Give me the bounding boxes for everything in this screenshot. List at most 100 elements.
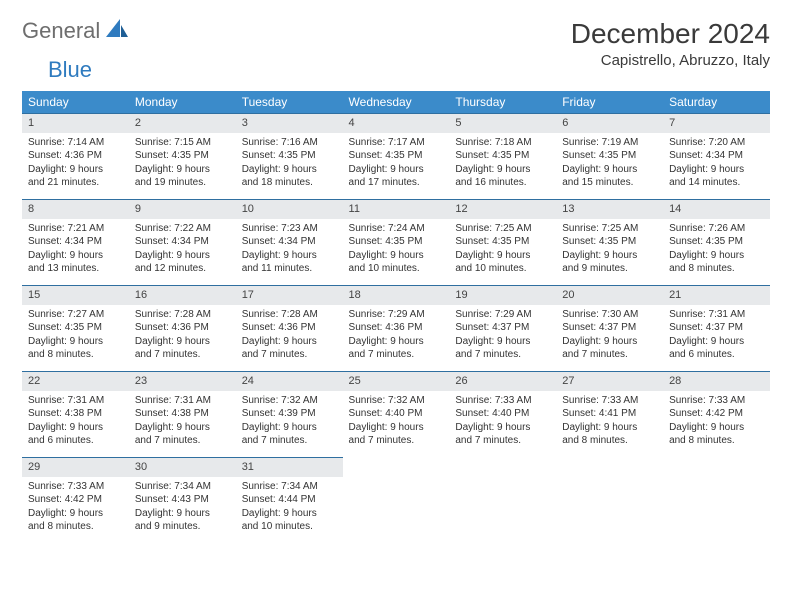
- day-number: 9: [129, 200, 236, 219]
- calendar-cell: 22Sunrise: 7:31 AMSunset: 4:38 PMDayligh…: [22, 372, 129, 458]
- day-sunrise: Sunrise: 7:28 AM: [135, 308, 230, 322]
- day-dl2: and 6 minutes.: [28, 434, 123, 448]
- sail-icon: [106, 19, 128, 44]
- day-number: 15: [22, 286, 129, 305]
- day-header: Saturday: [663, 91, 770, 114]
- day-dl1: Daylight: 9 hours: [669, 335, 764, 349]
- day-number: 19: [449, 286, 556, 305]
- day-details: Sunrise: 7:15 AMSunset: 4:35 PMDaylight:…: [129, 133, 236, 198]
- calendar-cell: 1Sunrise: 7:14 AMSunset: 4:36 PMDaylight…: [22, 114, 129, 200]
- day-number: 31: [236, 458, 343, 477]
- day-dl2: and 15 minutes.: [562, 176, 657, 190]
- calendar-cell: 4Sunrise: 7:17 AMSunset: 4:35 PMDaylight…: [343, 114, 450, 200]
- day-sunset: Sunset: 4:40 PM: [455, 407, 550, 421]
- day-sunrise: Sunrise: 7:16 AM: [242, 136, 337, 150]
- day-sunrise: Sunrise: 7:33 AM: [562, 394, 657, 408]
- day-sunrise: Sunrise: 7:31 AM: [28, 394, 123, 408]
- day-dl1: Daylight: 9 hours: [669, 421, 764, 435]
- calendar-week-row: 8Sunrise: 7:21 AMSunset: 4:34 PMDaylight…: [22, 200, 770, 286]
- day-sunrise: Sunrise: 7:15 AM: [135, 136, 230, 150]
- calendar-cell: 31Sunrise: 7:34 AMSunset: 4:44 PMDayligh…: [236, 458, 343, 544]
- day-sunrise: Sunrise: 7:20 AM: [669, 136, 764, 150]
- day-sunrise: Sunrise: 7:26 AM: [669, 222, 764, 236]
- day-dl2: and 7 minutes.: [349, 348, 444, 362]
- day-details: Sunrise: 7:33 AMSunset: 4:41 PMDaylight:…: [556, 391, 663, 456]
- day-sunrise: Sunrise: 7:25 AM: [562, 222, 657, 236]
- day-sunset: Sunset: 4:35 PM: [242, 149, 337, 163]
- day-sunset: Sunset: 4:36 PM: [349, 321, 444, 335]
- day-sunrise: Sunrise: 7:18 AM: [455, 136, 550, 150]
- day-dl2: and 13 minutes.: [28, 262, 123, 276]
- day-sunrise: Sunrise: 7:34 AM: [242, 480, 337, 494]
- day-sunset: Sunset: 4:34 PM: [669, 149, 764, 163]
- day-details: Sunrise: 7:27 AMSunset: 4:35 PMDaylight:…: [22, 305, 129, 370]
- day-details: Sunrise: 7:31 AMSunset: 4:38 PMDaylight:…: [129, 391, 236, 456]
- calendar-cell: 5Sunrise: 7:18 AMSunset: 4:35 PMDaylight…: [449, 114, 556, 200]
- day-sunset: Sunset: 4:35 PM: [562, 235, 657, 249]
- day-sunrise: Sunrise: 7:31 AM: [669, 308, 764, 322]
- day-sunrise: Sunrise: 7:21 AM: [28, 222, 123, 236]
- day-details: Sunrise: 7:34 AMSunset: 4:44 PMDaylight:…: [236, 477, 343, 542]
- day-sunset: Sunset: 4:37 PM: [669, 321, 764, 335]
- day-details: Sunrise: 7:33 AMSunset: 4:42 PMDaylight:…: [22, 477, 129, 542]
- day-details: Sunrise: 7:31 AMSunset: 4:37 PMDaylight:…: [663, 305, 770, 370]
- day-dl1: Daylight: 9 hours: [349, 163, 444, 177]
- day-details: Sunrise: 7:16 AMSunset: 4:35 PMDaylight:…: [236, 133, 343, 198]
- day-details: Sunrise: 7:29 AMSunset: 4:36 PMDaylight:…: [343, 305, 450, 370]
- day-sunset: Sunset: 4:36 PM: [28, 149, 123, 163]
- day-dl2: and 8 minutes.: [562, 434, 657, 448]
- calendar-cell: 26Sunrise: 7:33 AMSunset: 4:40 PMDayligh…: [449, 372, 556, 458]
- day-details: Sunrise: 7:32 AMSunset: 4:40 PMDaylight:…: [343, 391, 450, 456]
- day-header: Monday: [129, 91, 236, 114]
- day-number: 10: [236, 200, 343, 219]
- day-number: 4: [343, 114, 450, 133]
- calendar-week-row: 22Sunrise: 7:31 AMSunset: 4:38 PMDayligh…: [22, 372, 770, 458]
- day-sunset: Sunset: 4:35 PM: [455, 149, 550, 163]
- day-dl2: and 21 minutes.: [28, 176, 123, 190]
- day-sunset: Sunset: 4:35 PM: [455, 235, 550, 249]
- day-details: Sunrise: 7:33 AMSunset: 4:42 PMDaylight:…: [663, 391, 770, 456]
- day-dl1: Daylight: 9 hours: [135, 163, 230, 177]
- day-number: 13: [556, 200, 663, 219]
- day-sunset: Sunset: 4:36 PM: [135, 321, 230, 335]
- brand-name-2: Blue: [48, 57, 92, 82]
- day-details: Sunrise: 7:28 AMSunset: 4:36 PMDaylight:…: [129, 305, 236, 370]
- page-title: December 2024: [571, 18, 770, 50]
- day-number: 25: [343, 372, 450, 391]
- calendar-cell: 25Sunrise: 7:32 AMSunset: 4:40 PMDayligh…: [343, 372, 450, 458]
- day-dl2: and 9 minutes.: [562, 262, 657, 276]
- day-dl2: and 7 minutes.: [135, 434, 230, 448]
- calendar-cell: 30Sunrise: 7:34 AMSunset: 4:43 PMDayligh…: [129, 458, 236, 544]
- brand-logo: General: [22, 18, 130, 44]
- day-dl1: Daylight: 9 hours: [28, 163, 123, 177]
- calendar-cell: 20Sunrise: 7:30 AMSunset: 4:37 PMDayligh…: [556, 286, 663, 372]
- day-sunset: Sunset: 4:34 PM: [135, 235, 230, 249]
- day-dl1: Daylight: 9 hours: [242, 421, 337, 435]
- calendar-cell: [663, 458, 770, 544]
- day-dl2: and 18 minutes.: [242, 176, 337, 190]
- calendar-cell: [556, 458, 663, 544]
- day-number: 12: [449, 200, 556, 219]
- calendar-cell: 27Sunrise: 7:33 AMSunset: 4:41 PMDayligh…: [556, 372, 663, 458]
- day-dl2: and 6 minutes.: [669, 348, 764, 362]
- calendar-table: Sunday Monday Tuesday Wednesday Thursday…: [22, 91, 770, 544]
- calendar-cell: 29Sunrise: 7:33 AMSunset: 4:42 PMDayligh…: [22, 458, 129, 544]
- day-dl2: and 7 minutes.: [349, 434, 444, 448]
- day-number: 18: [343, 286, 450, 305]
- day-number: 20: [556, 286, 663, 305]
- day-number: 29: [22, 458, 129, 477]
- day-dl1: Daylight: 9 hours: [242, 249, 337, 263]
- day-sunset: Sunset: 4:37 PM: [455, 321, 550, 335]
- day-header: Sunday: [22, 91, 129, 114]
- day-details: Sunrise: 7:24 AMSunset: 4:35 PMDaylight:…: [343, 219, 450, 284]
- day-dl1: Daylight: 9 hours: [349, 249, 444, 263]
- day-sunrise: Sunrise: 7:32 AM: [349, 394, 444, 408]
- day-sunset: Sunset: 4:34 PM: [242, 235, 337, 249]
- day-sunset: Sunset: 4:42 PM: [28, 493, 123, 507]
- day-details: Sunrise: 7:20 AMSunset: 4:34 PMDaylight:…: [663, 133, 770, 198]
- day-sunrise: Sunrise: 7:27 AM: [28, 308, 123, 322]
- day-sunrise: Sunrise: 7:29 AM: [455, 308, 550, 322]
- day-sunrise: Sunrise: 7:17 AM: [349, 136, 444, 150]
- day-sunset: Sunset: 4:34 PM: [28, 235, 123, 249]
- day-number: 5: [449, 114, 556, 133]
